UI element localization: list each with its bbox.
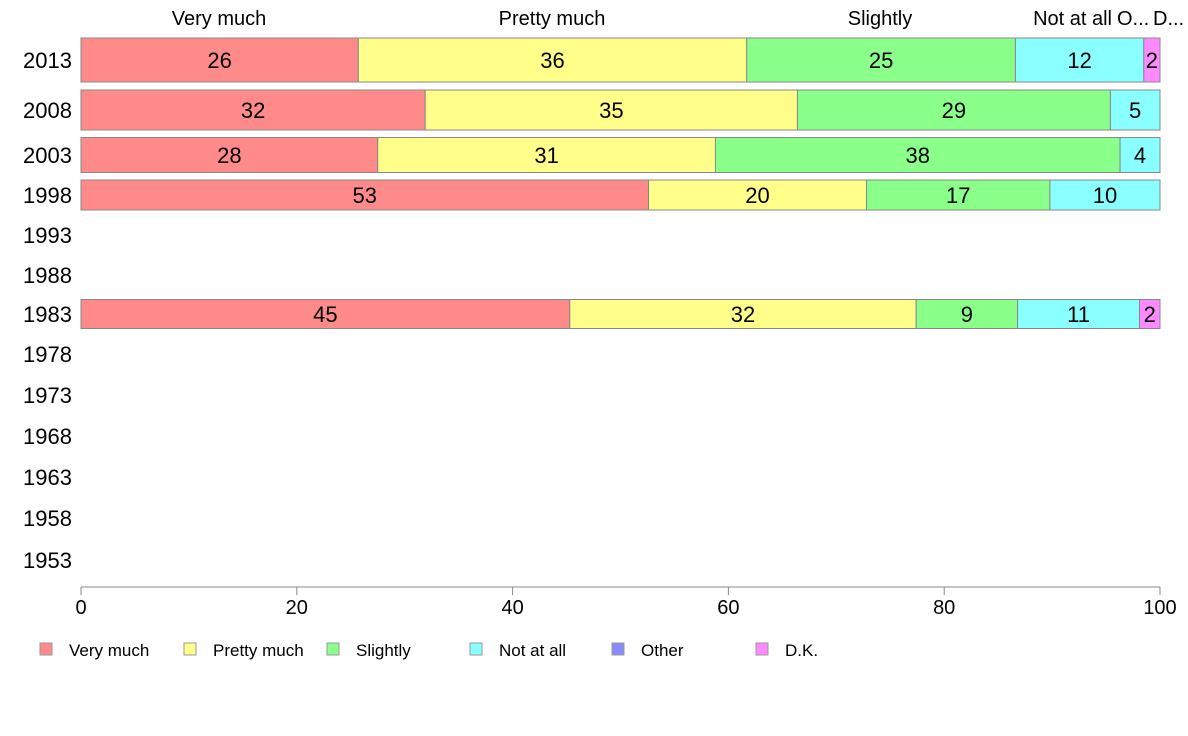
bar-segment-1983-dk (1138, 299, 1161, 329)
data-label: 17 (946, 183, 970, 208)
top-category-label: O... (1117, 8, 1149, 30)
legend-label: Very much (69, 641, 149, 660)
bar-segment-2013-slightly (746, 37, 1016, 83)
bar-segment-2008-notatall (1109, 89, 1161, 131)
y-tick-label-1998: 1998 (23, 183, 72, 208)
x-tick-label-60: 60 (717, 597, 739, 619)
bar-segment-2003-slightly (714, 137, 1121, 173)
data-label: 4 (1134, 143, 1146, 168)
legend-label: Other (641, 641, 684, 660)
data-label: 5 (1129, 98, 1141, 123)
legend-label: Pretty much (213, 641, 304, 660)
data-label: 36 (540, 48, 564, 73)
bar-segment-2013-dk (1143, 37, 1161, 83)
bar-segment-2003-prettymuch (377, 137, 716, 173)
data-label: 9 (961, 302, 973, 327)
data-label: 53 (353, 183, 377, 208)
bar-segment-1983-verymuch (80, 299, 571, 329)
data-label: 35 (599, 98, 623, 123)
legend-swatch-other (611, 642, 625, 656)
y-tick-label-1963: 1963 (23, 465, 72, 490)
bar-segment-2013-prettymuch (357, 37, 748, 83)
data-label: 11 (1067, 302, 1090, 327)
top-category-label: D... (1153, 8, 1184, 30)
x-tick-label-0: 0 (75, 597, 86, 619)
data-label: 32 (731, 302, 755, 327)
top-category-label: Not at all (1033, 8, 1112, 30)
y-tick-label-1958: 1958 (23, 506, 72, 531)
bar-segment-2008-prettymuch (424, 89, 798, 131)
y-tick-label-1988: 1988 (23, 263, 72, 288)
legend-label: Not at all (499, 641, 566, 660)
legend-swatch-prettymuch (183, 642, 197, 656)
bar-segment-2013-notatall (1014, 37, 1145, 83)
data-label: 20 (745, 183, 769, 208)
x-tick-label-80: 80 (933, 597, 955, 619)
top-category-label: Pretty much (499, 8, 606, 30)
legend-label: Slightly (356, 641, 411, 660)
bar-segment-2013-verymuch (80, 37, 359, 83)
data-label: 26 (207, 48, 231, 73)
data-label: 2 (1146, 48, 1158, 73)
data-label: 28 (217, 143, 241, 168)
y-tick-label-1993: 1993 (23, 223, 72, 248)
data-label: 38 (906, 143, 930, 168)
data-label: 12 (1067, 48, 1091, 73)
data-label: 25 (869, 48, 893, 73)
top-category-label: Slightly (848, 8, 912, 30)
data-label: 45 (313, 302, 337, 327)
legend-swatch-dk (755, 642, 769, 656)
bar-segment-1998-notatall (1049, 179, 1161, 211)
legend-swatch-slightly (326, 642, 340, 656)
bar-segment-1998-prettymuch (648, 179, 868, 211)
top-category-label: Very much (172, 8, 266, 30)
data-label: 32 (241, 98, 265, 123)
y-tick-label-2008: 2008 (23, 98, 72, 123)
y-tick-label-1968: 1968 (23, 424, 72, 449)
y-tick-label-1973: 1973 (23, 383, 72, 408)
bar-segment-2008-verymuch (80, 89, 426, 131)
bar-segment-1998-verymuch (80, 179, 650, 211)
data-label: 31 (534, 143, 558, 168)
bar-segment-1998-slightly (866, 179, 1051, 211)
bar-segment-2003-notatall (1119, 137, 1161, 173)
bar-segment-2008-slightly (796, 89, 1111, 131)
x-tick-label-40: 40 (501, 597, 523, 619)
legend-swatch-notatall (469, 642, 483, 656)
bar-segment-1983-prettymuch (569, 299, 917, 329)
legend-label: D.K. (785, 641, 818, 660)
data-label: 29 (942, 98, 966, 123)
bar-segment-2003-verymuch (80, 137, 379, 173)
y-tick-label-1953: 1953 (23, 548, 72, 573)
x-tick-label-20: 20 (286, 597, 308, 619)
x-tick-label-100: 100 (1143, 597, 1176, 619)
bar-segment-1983-slightly (915, 299, 1019, 329)
data-label: 10 (1093, 183, 1117, 208)
y-tick-label-1978: 1978 (23, 342, 72, 367)
y-tick-label-2013: 2013 (23, 48, 72, 73)
y-tick-label-2003: 2003 (23, 143, 72, 168)
y-tick-label-1983: 1983 (23, 302, 72, 327)
legend-swatch-verymuch (39, 642, 53, 656)
data-label: 2 (1144, 302, 1156, 327)
